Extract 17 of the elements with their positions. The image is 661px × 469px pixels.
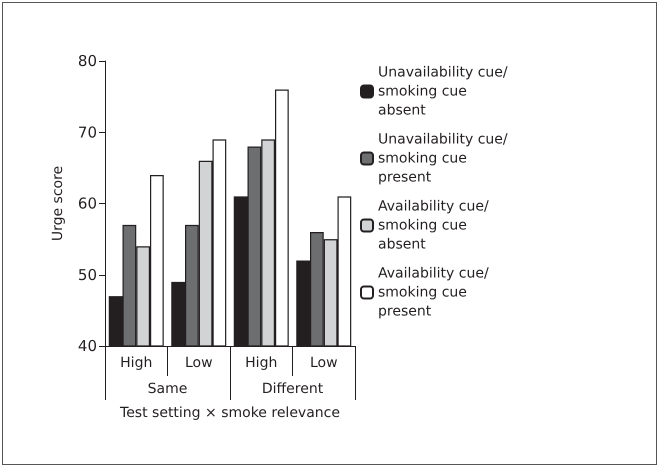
text: Different <box>262 381 324 397</box>
y-tick-label: 60 <box>78 194 97 212</box>
y-tick-label: 50 <box>78 266 97 284</box>
x-tick-label: High <box>120 355 152 371</box>
y-tick-label: 80 <box>78 52 97 70</box>
legend-label: Unavailability cue/ smoking cue absent <box>378 64 512 118</box>
x-tick-label: Low <box>310 355 338 371</box>
text: Same <box>148 381 188 397</box>
x-axis-title: Test setting × smoke relevance <box>119 405 340 421</box>
y-axis-title: Urge score <box>50 166 66 242</box>
x-tick-label: High <box>245 355 278 371</box>
x-tick-label: Low <box>184 355 213 371</box>
legend-label: Availability cue/ smoking cue present <box>378 266 494 320</box>
y-tick-label: 40 <box>78 337 97 355</box>
legend-label: Unavailability cue/ smoking cue present <box>378 132 512 186</box>
y-tick-label: 70 <box>78 123 97 142</box>
legend-label: Availability cue/ smoking cue absent <box>378 198 494 252</box>
